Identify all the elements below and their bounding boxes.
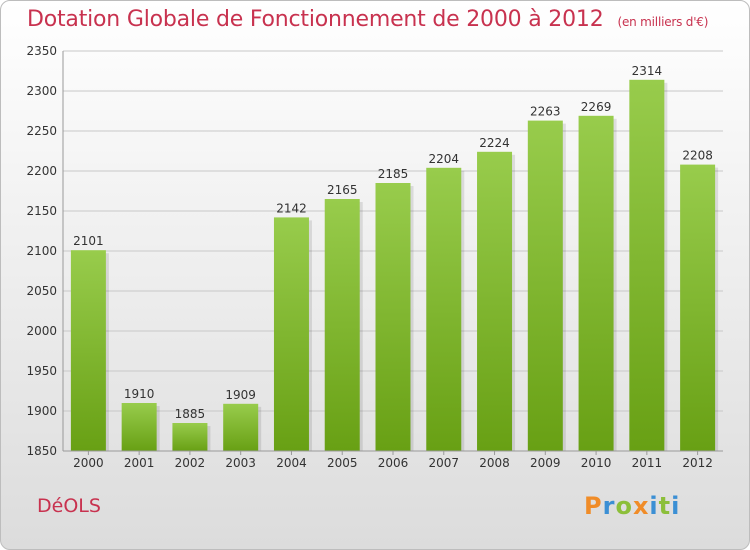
logo-letter: P: [584, 492, 603, 520]
y-tick-label: 1950: [26, 364, 57, 378]
y-tick-label: 2000: [26, 324, 57, 338]
y-tick-label: 2300: [26, 84, 57, 98]
x-tick-label: 2010: [581, 456, 612, 470]
data-label: 1910: [124, 387, 155, 401]
data-label: 2314: [632, 64, 663, 78]
logo-letter: i: [649, 492, 659, 520]
x-tick-label: 2005: [327, 456, 358, 470]
data-label: 2208: [682, 149, 713, 163]
y-tick-label: 2150: [26, 204, 57, 218]
y-tick-label: 2250: [26, 124, 57, 138]
y-tick-label: 2050: [26, 284, 57, 298]
bar: [273, 217, 309, 451]
x-tick-label: 2007: [428, 456, 459, 470]
data-label: 2101: [73, 234, 104, 248]
logo-letter: i: [671, 492, 681, 520]
bar: [629, 79, 665, 452]
bar: [375, 183, 411, 451]
data-label: 1909: [225, 388, 256, 402]
x-tick-label: 2006: [378, 456, 409, 470]
data-label: 2142: [276, 201, 307, 215]
x-tick-label: 2001: [124, 456, 155, 470]
y-tick-label: 2100: [26, 244, 57, 258]
bar: [223, 403, 259, 451]
y-tick-label: 2200: [26, 164, 57, 178]
logo-letter: t: [658, 492, 672, 520]
x-tick-label: 2002: [175, 456, 206, 470]
data-label: 2269: [581, 100, 612, 114]
chart-title: Dotation Globale de Fonctionnement de 20…: [27, 7, 708, 32]
chart-title-text: Dotation Globale de Fonctionnement de 20…: [27, 7, 604, 32]
x-tick-label: 2012: [682, 456, 713, 470]
bar: [172, 423, 208, 451]
x-tick-label: 2009: [530, 456, 561, 470]
city-name: DéOLS: [37, 495, 101, 517]
data-label: 2185: [378, 167, 409, 181]
data-label: 1885: [175, 407, 206, 421]
x-tick-label: 2011: [632, 456, 663, 470]
bar: [324, 199, 360, 451]
bars: 2101 1910 1885 1909 2142 2165 2185 2204 2224 2263…: [70, 64, 719, 452]
bar: [121, 403, 157, 451]
proxiti-logo: Proxiti: [584, 492, 680, 520]
data-label: 2263: [530, 105, 561, 119]
y-tick-label: 1850: [26, 444, 57, 458]
bar: [477, 151, 513, 452]
data-label: 2204: [428, 152, 459, 166]
x-tick-label: 2003: [225, 456, 256, 470]
x-tick-label: 2004: [276, 456, 307, 470]
bar: [527, 120, 563, 451]
unit-label: (en milliers d'€): [617, 15, 709, 29]
bar: [70, 250, 106, 451]
x-tick-label: 2008: [479, 456, 510, 470]
bar: [578, 115, 614, 452]
logo-letter: o: [615, 492, 633, 520]
logo-letter: r: [602, 492, 616, 520]
y-tick-label: 1900: [26, 404, 57, 418]
logo-letter: x: [632, 492, 650, 520]
bar: [426, 167, 462, 452]
axes: 1850 1900 1950 2000 2050 2100 2150 2200 2250 2300…: [26, 44, 723, 470]
x-tick-label: 2000: [73, 456, 104, 470]
y-tick-label: 2350: [26, 44, 57, 58]
data-label: 2224: [479, 136, 510, 150]
bar: [680, 164, 716, 451]
data-label: 2165: [327, 183, 358, 197]
